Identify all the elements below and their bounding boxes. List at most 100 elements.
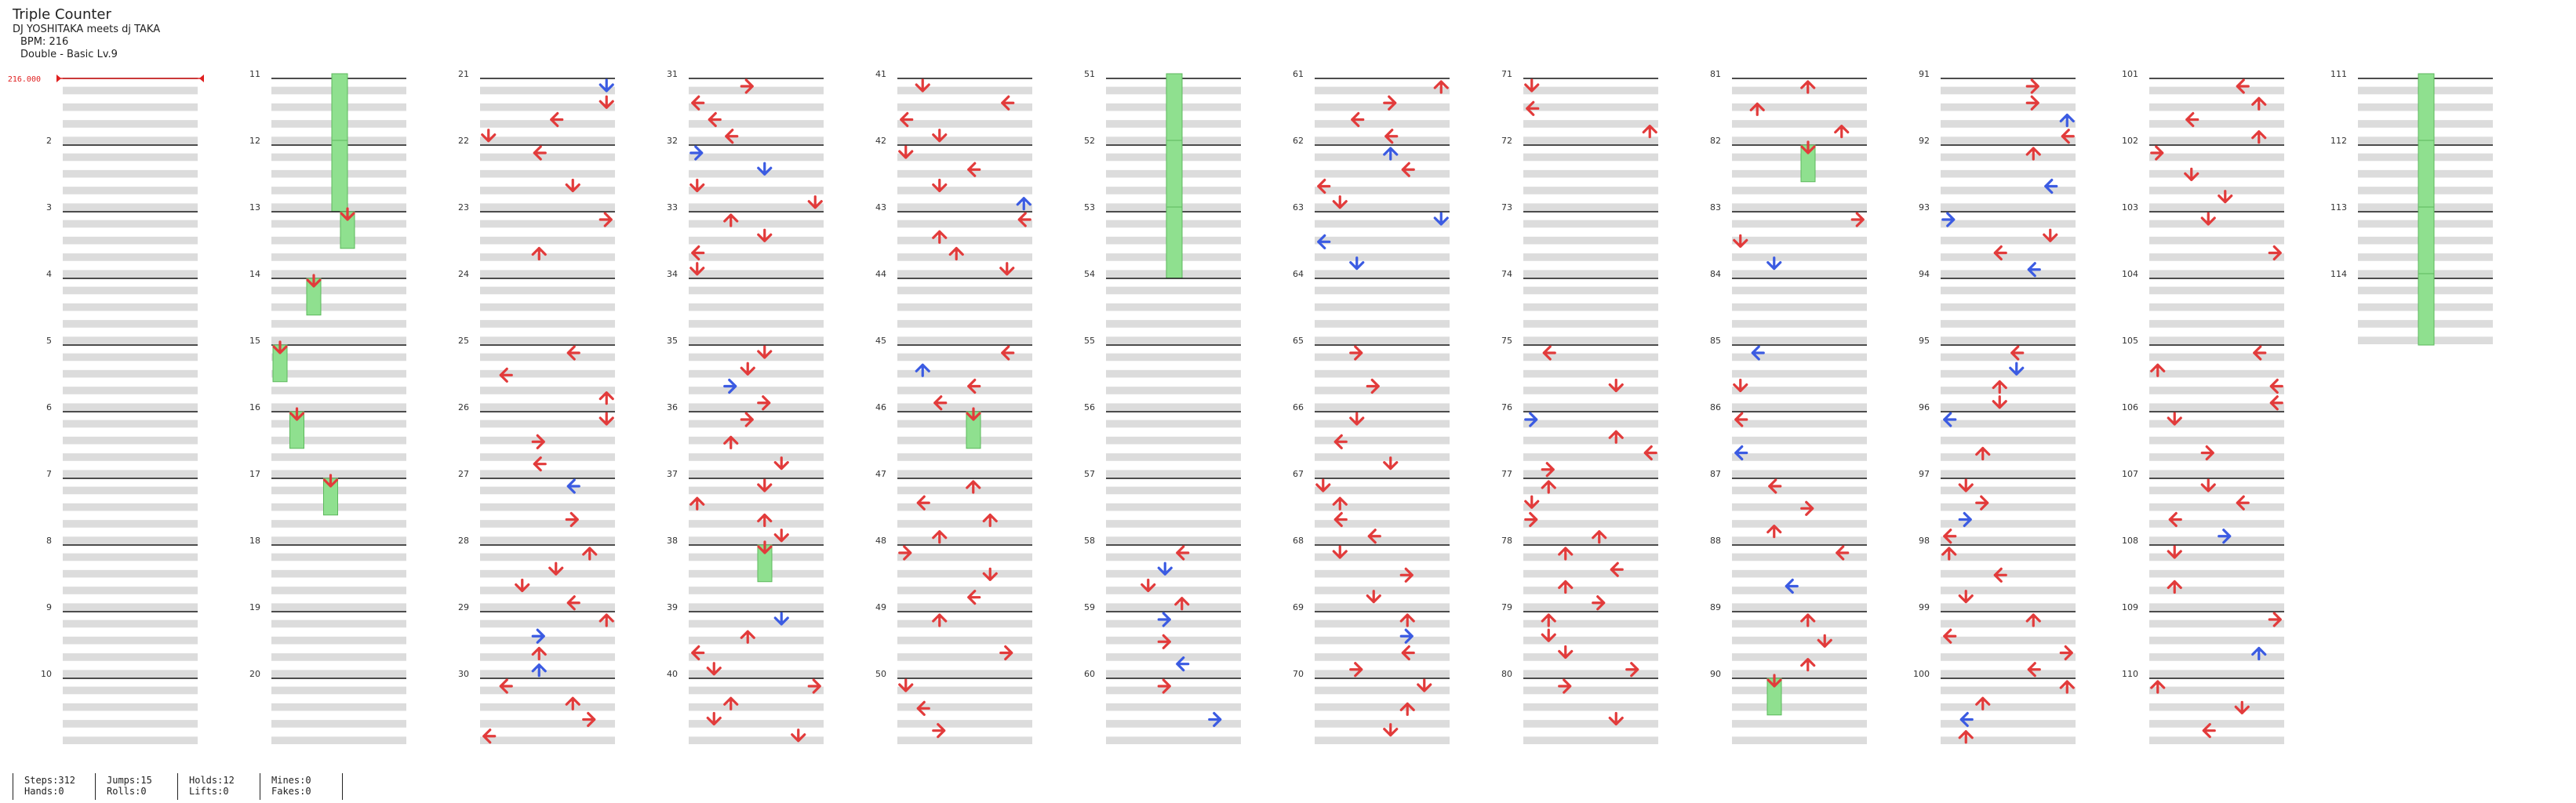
measure-number: 58 (1084, 536, 1095, 546)
beat-band (1732, 220, 1867, 228)
arrow-note-138 (1524, 412, 1538, 427)
arrow-note-116 (1349, 412, 1365, 426)
measure-55: 55 (1084, 336, 1241, 411)
arrow-note-95 (1157, 561, 1173, 576)
measure-22: 22 (458, 136, 615, 211)
beat-band (689, 653, 824, 661)
arrow-note-168 (1800, 500, 1814, 516)
measure-number: 101 (2122, 69, 2138, 79)
measure-113: 113 (2330, 202, 2493, 279)
measure-number: 107 (2122, 469, 2138, 479)
measure-number: 61 (1293, 69, 1304, 79)
beat-band (2149, 270, 2284, 278)
stats-bar: Steps:312 Hands:0 Jumps:15 Rolls:0 Holds… (13, 773, 343, 800)
measure-10: 10 (41, 669, 198, 744)
arrow-note-21 (582, 547, 598, 561)
measure-number: 109 (2122, 602, 2138, 612)
measure-number: 75 (1501, 336, 1512, 346)
measure-number: 113 (2330, 202, 2347, 213)
measure-108: 108 (2122, 536, 2284, 611)
beat-band (63, 653, 198, 661)
measure-number: 40 (667, 669, 678, 679)
measure-34: 34 (667, 269, 824, 344)
beat-band (271, 453, 406, 461)
arrow-note-230 (2150, 680, 2166, 694)
beat-band (1315, 153, 1450, 162)
arrow-note-178 (2059, 113, 2075, 128)
arrow-note-16 (599, 412, 614, 426)
arrow-note-93 (932, 723, 946, 739)
arrow-note-76 (999, 262, 1015, 276)
arrow-note-189 (1992, 395, 2007, 409)
beat-band (1106, 536, 1241, 544)
arrow-note-82 (966, 480, 981, 494)
arrow-note-175 (1766, 674, 1782, 688)
beat-band (271, 236, 406, 245)
beat-band (1315, 420, 1450, 428)
measure-number: 47 (875, 469, 886, 479)
measure-number: 48 (875, 536, 886, 546)
measure-51: 51 (1084, 69, 1241, 146)
beat-band (1523, 86, 1658, 95)
beat-band (1732, 536, 1867, 544)
arrow-note-163 (1751, 345, 1765, 361)
measure-59: 59 (1084, 602, 1241, 678)
beat-band (480, 336, 615, 344)
beat-band (480, 553, 615, 561)
stat-jumps: Jumps:15 Rolls:0 (95, 773, 177, 800)
arrow-note-78 (915, 363, 930, 377)
arrow-note-72 (1016, 197, 1031, 211)
beat-band (2149, 670, 2284, 678)
beat-band (480, 286, 615, 295)
beat-band (63, 336, 198, 344)
beat-band (689, 587, 824, 594)
beat-band (897, 670, 1032, 678)
beat-band (480, 369, 615, 378)
arrow-note-212 (2184, 167, 2199, 181)
measure-15: 15 (249, 336, 406, 411)
measure-number: 86 (1710, 402, 1721, 412)
beat-band (1941, 569, 2076, 578)
measure-number: 33 (667, 202, 678, 213)
measure-number: 44 (875, 269, 886, 279)
arrow-note-117 (1333, 434, 1348, 449)
beat-band (897, 420, 1032, 428)
measure-56: 56 (1084, 402, 1241, 478)
arrow-note-219 (2269, 395, 2283, 411)
beat-band (897, 686, 1032, 695)
beat-band (63, 636, 198, 645)
beat-band (1732, 336, 1867, 344)
beat-band (2149, 736, 2284, 744)
beat-band (271, 286, 406, 295)
beat-band (480, 470, 615, 478)
measure-29: 29 (458, 602, 615, 678)
arrow-note-98 (1157, 612, 1171, 627)
arrow-note-30 (565, 696, 580, 710)
beat-band (63, 320, 198, 328)
arrow-note-221 (2200, 445, 2214, 461)
measure-6: 6 (46, 402, 198, 478)
arrow-note-209 (2185, 111, 2199, 128)
beat-band (1941, 703, 2076, 711)
arrow-note-31 (582, 711, 596, 728)
beat-band (689, 520, 824, 528)
bpm-tick-right (199, 74, 204, 82)
beat-band (897, 203, 1032, 211)
beat-band (1732, 403, 1867, 411)
beat-band (1732, 436, 1867, 445)
beat-band (2149, 470, 2284, 478)
arrow-note-8 (481, 129, 497, 143)
beat-band (1941, 653, 2076, 661)
arrow-note-24 (566, 595, 580, 611)
arrow-note-120 (1332, 496, 1348, 511)
measure-78: 78 (1501, 536, 1658, 611)
arrow-note-43 (691, 245, 705, 261)
beat-band (1732, 453, 1867, 461)
beat-band (1941, 470, 2076, 478)
beat-band (1523, 553, 1658, 561)
beat-band (1523, 286, 1658, 295)
beat-band (1523, 470, 1658, 478)
beat-band (897, 336, 1032, 344)
beat-band (1315, 270, 1450, 278)
